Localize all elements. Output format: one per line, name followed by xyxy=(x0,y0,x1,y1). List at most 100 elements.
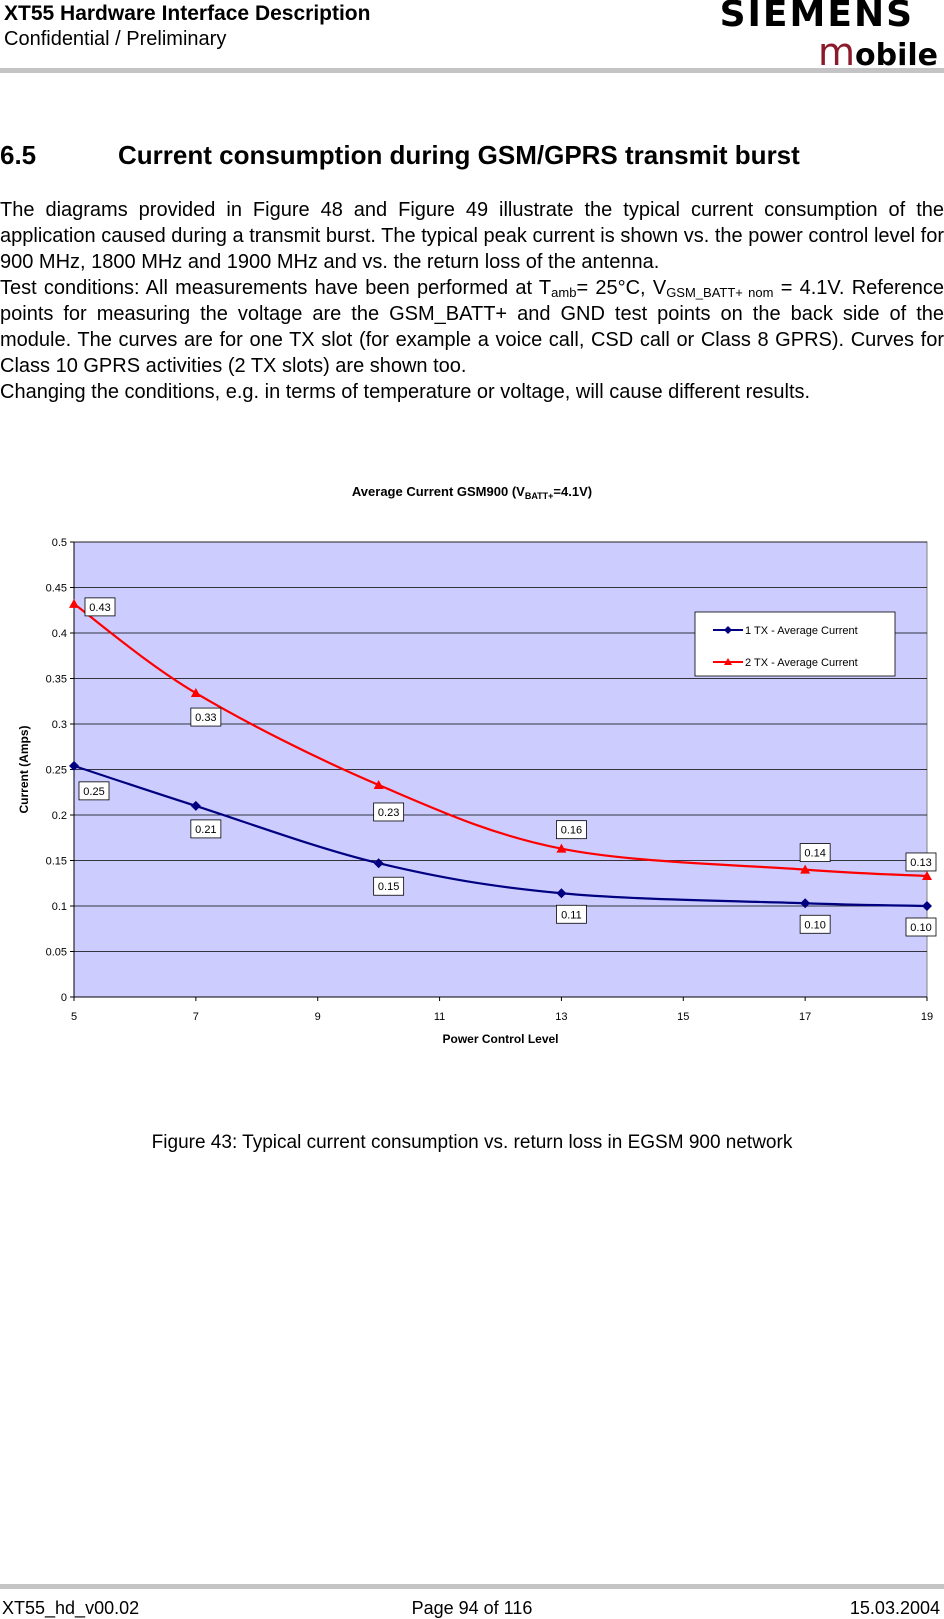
p2-text-b: = 25°C, V xyxy=(576,277,667,299)
data-point-triangle xyxy=(556,843,567,853)
data-label: 0.16 xyxy=(556,820,587,840)
section-title: Current consumption during GSM/GPRS tran… xyxy=(118,140,800,170)
legend-label: 1 TX - Average Current xyxy=(745,625,858,637)
document-subtitle: Confidential / Preliminary xyxy=(4,28,227,50)
data-point-triangle xyxy=(800,864,811,874)
data-label-box xyxy=(556,904,587,924)
y-tick-label: 0.3 xyxy=(52,719,67,731)
data-point-diamond xyxy=(190,800,201,811)
footer-page-number: Page 94 of 116 xyxy=(411,1598,533,1618)
x-tick-label: 15 xyxy=(677,1011,689,1023)
data-label: 0.10 xyxy=(799,914,831,934)
data-point-triangle xyxy=(190,688,201,698)
legend: 1 TX - Average Current 2 TX - Average Cur… xyxy=(694,611,896,677)
chart-title-a: Average Current GSM900 (V xyxy=(351,484,525,499)
data-label: 0.21 xyxy=(190,819,222,839)
x-tick-label: 19 xyxy=(921,1011,933,1023)
p2-text-a: Test conditions: All measurements have b… xyxy=(0,277,552,299)
data-label-text: 0.10 xyxy=(804,919,825,931)
data-label-text: 0.15 xyxy=(378,881,399,893)
data-point-diamond xyxy=(69,760,79,771)
paragraph-1: The diagrams provided in Figure 48 and F… xyxy=(0,199,944,273)
data-label-box xyxy=(78,781,110,801)
x-tick-label: 13 xyxy=(555,1011,567,1023)
data-label: 0.43 xyxy=(84,597,116,617)
paragraph-2: Test conditions: All measurements have b… xyxy=(0,275,944,379)
data-label-box xyxy=(373,802,405,822)
data-label: 0.11 xyxy=(556,904,587,924)
data-point-diamond xyxy=(373,858,384,869)
legend-box xyxy=(694,611,896,677)
data-label-text: 0.13 xyxy=(910,857,931,869)
data-label-box xyxy=(84,597,116,617)
data-point-diamond xyxy=(556,888,567,899)
data-label: 0.14 xyxy=(799,843,831,863)
data-label: 0.10 xyxy=(905,917,937,937)
footer-doc-id: XT55_hd_v00.02 xyxy=(2,1598,140,1618)
paragraph-3: Changing the conditions, e.g. in terms o… xyxy=(0,381,811,403)
data-label-text: 0.11 xyxy=(561,909,582,921)
logo-m: m xyxy=(817,30,855,74)
data-label-text: 0.14 xyxy=(804,848,825,860)
y-tick-label: 0.4 xyxy=(52,628,67,640)
footer-rule xyxy=(0,1584,944,1589)
data-label: 0.13 xyxy=(905,852,937,872)
data-point-diamond xyxy=(800,898,811,909)
data-label-text: 0.43 xyxy=(89,602,110,614)
data-label-box xyxy=(905,852,937,872)
data-point-triangle xyxy=(373,779,384,789)
y-tick-label: 0.05 xyxy=(46,947,67,959)
data-label-text: 0.16 xyxy=(561,825,582,837)
y-tick-label: 0.25 xyxy=(46,765,67,777)
body-text: The diagrams provided in Figure 48 and F… xyxy=(0,197,944,405)
x-tick-label: 9 xyxy=(315,1011,321,1023)
data-point-triangle xyxy=(69,598,79,608)
header-rule xyxy=(0,68,944,73)
logo-rest: obile xyxy=(855,38,938,73)
data-point-triangle xyxy=(922,870,932,880)
data-label-box xyxy=(799,843,831,863)
legend-marker xyxy=(724,626,732,634)
current-chart: 0 0.05 0.1 0.15 0.2 0.25 0.3 0.35 0.4 0.45 0.5 5 7 9 1… xyxy=(17,537,937,1046)
p2-sub-vbatt: GSM_BATT+ nom xyxy=(666,285,774,300)
y-tick-label: 0 xyxy=(61,992,67,1004)
y-tick-label: 0.45 xyxy=(46,583,67,595)
siemens-logo: SIEMENS xyxy=(719,0,914,35)
y-tick-label: 0.5 xyxy=(52,537,67,549)
y-tick-label: 0.1 xyxy=(52,901,67,913)
legend-marker xyxy=(724,658,732,665)
y-tick-label: 0.15 xyxy=(46,856,67,868)
figure-caption: Figure 43: Typical current consumption v… xyxy=(151,1132,793,1153)
data-label-box xyxy=(799,914,831,934)
y-axis-title: Current (Amps) xyxy=(17,725,31,813)
y-tick-label: 0.2 xyxy=(52,810,67,822)
data-label-box xyxy=(190,707,222,727)
data-label-text: 0.25 xyxy=(83,786,104,798)
data-label-box xyxy=(190,819,222,839)
document-title: XT55 Hardware Interface Description xyxy=(4,2,371,25)
legend-label: 2 TX - Average Current xyxy=(745,657,858,669)
p2-text-c: = 4.1V. Reference points for measuring t… xyxy=(0,277,944,377)
mobile-logo: mobile xyxy=(818,30,938,74)
x-tick-label: 17 xyxy=(799,1011,811,1023)
section-number: 6.5 xyxy=(0,140,37,170)
data-label: 0.25 xyxy=(78,781,110,801)
data-label: 0.23 xyxy=(373,802,405,822)
data-label-box xyxy=(556,820,587,840)
chart-title: Average Current GSM900 (VBATT+=4.1V) xyxy=(0,484,944,501)
x-tick-label: 7 xyxy=(193,1011,199,1023)
footer-date: 15.03.2004 xyxy=(849,1598,940,1618)
data-label-box xyxy=(373,876,405,896)
x-tick-label: 5 xyxy=(71,1011,77,1023)
data-label-box xyxy=(905,917,937,937)
x-axis-title: Power Control Level xyxy=(442,1032,558,1046)
x-tick-label: 11 xyxy=(434,1011,445,1023)
chart-title-b: =4.1V) xyxy=(553,484,593,499)
data-label-text: 0.21 xyxy=(195,824,216,836)
data-label: 0.15 xyxy=(373,876,405,896)
chart-title-sub: BATT+ xyxy=(524,491,554,501)
data-label-text: 0.33 xyxy=(195,712,216,724)
data-label-text: 0.10 xyxy=(910,922,931,934)
data-point-diamond xyxy=(922,901,932,911)
y-tick-label: 0.35 xyxy=(46,674,67,686)
